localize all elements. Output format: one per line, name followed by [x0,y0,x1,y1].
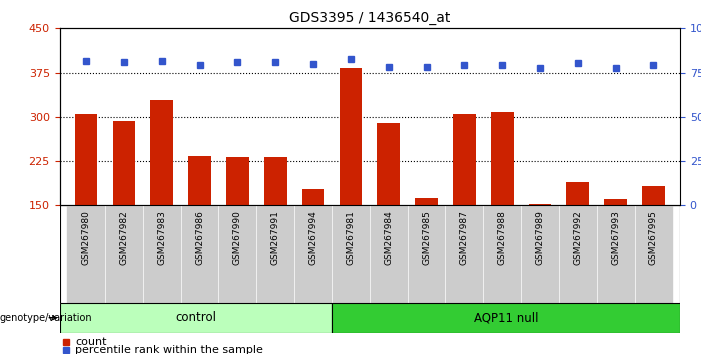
Bar [143,205,181,303]
Text: AQP11 null: AQP11 null [474,311,538,324]
Text: GSM267991: GSM267991 [271,210,280,265]
Text: GSM267987: GSM267987 [460,210,469,265]
Text: count: count [75,337,107,347]
Text: GSM267990: GSM267990 [233,210,242,265]
Text: GSM267995: GSM267995 [649,210,658,265]
Bar [226,157,249,205]
Bar [219,205,257,303]
Bar [60,303,332,333]
Text: GSM267984: GSM267984 [384,210,393,265]
Bar [415,198,438,205]
Bar [332,303,680,333]
Bar [529,204,552,205]
Bar [151,100,173,205]
Text: GSM267981: GSM267981 [346,210,355,265]
Text: GSM267982: GSM267982 [119,210,128,265]
Bar [332,205,370,303]
Bar [257,205,294,303]
Bar [491,112,514,205]
Bar [642,187,665,205]
Title: GDS3395 / 1436540_at: GDS3395 / 1436540_at [289,11,451,24]
Text: GSM267983: GSM267983 [157,210,166,265]
Text: GSM267992: GSM267992 [573,210,583,265]
Bar [597,205,634,303]
Bar [453,114,476,205]
Bar [105,205,143,303]
Bar [294,205,332,303]
Bar [566,182,589,205]
Text: GSM267993: GSM267993 [611,210,620,265]
Text: genotype/variation: genotype/variation [0,313,93,323]
Text: GSM267986: GSM267986 [195,210,204,265]
Text: GSM267980: GSM267980 [81,210,90,265]
Bar [407,205,445,303]
Bar [339,68,362,205]
Bar [188,156,211,205]
Bar [301,189,325,205]
Bar [521,205,559,303]
Bar [634,205,672,303]
Bar [377,123,400,205]
Bar [181,205,219,303]
Text: control: control [175,311,217,324]
Bar [264,157,287,205]
Bar [75,114,97,205]
Bar [604,199,627,205]
Bar [113,121,135,205]
Bar [445,205,483,303]
Text: percentile rank within the sample: percentile rank within the sample [75,346,263,354]
Bar [370,205,407,303]
Bar [559,205,597,303]
Text: GSM267985: GSM267985 [422,210,431,265]
Text: GSM267989: GSM267989 [536,210,545,265]
Bar [483,205,521,303]
Text: GSM267988: GSM267988 [498,210,507,265]
Bar [67,205,105,303]
Text: GSM267994: GSM267994 [308,210,318,265]
